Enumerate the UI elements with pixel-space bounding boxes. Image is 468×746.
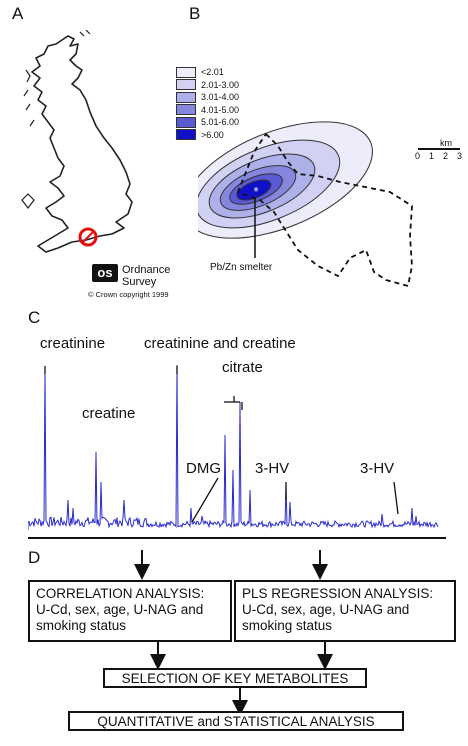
- scale-tick-label: 2: [443, 151, 449, 161]
- os-name-line2: Survey: [122, 276, 157, 288]
- legend-swatch: [176, 79, 196, 91]
- legend-label: 4.01-5.00: [201, 104, 240, 115]
- legend-swatch: [176, 66, 196, 78]
- label-dmg: DMG: [186, 460, 221, 477]
- panel-a-letter: A: [12, 4, 24, 23]
- scale-bar: [418, 148, 460, 150]
- legend-label: 5.01-6.00: [201, 117, 240, 128]
- scale-tick-label: 3: [457, 151, 463, 161]
- label-3hv-1: 3-HV: [255, 460, 290, 477]
- peak-pointer-line: [393, 481, 399, 515]
- great-britain-outline: [31, 35, 133, 253]
- panel-d-letter: D: [28, 548, 41, 567]
- legend-label: 3.01-4.00: [201, 92, 240, 103]
- legend-swatch: [176, 116, 196, 128]
- legend-row: 3.01-4.00: [176, 91, 239, 104]
- smelter-marker: *: [253, 184, 258, 199]
- legend-row: <2.01: [176, 66, 239, 79]
- pls-line-3: smoking status: [242, 618, 333, 633]
- label-creatinine-and-creatine: creatinine and creatine: [144, 335, 296, 352]
- label-creatinine: creatinine: [40, 335, 106, 352]
- legend-swatch: [176, 104, 196, 116]
- correlation-analysis-box: CORRELATION ANALYSIS: U-Cd, sex, age, U-…: [28, 580, 232, 642]
- selection-box: SELECTION OF KEY METABOLITES: [103, 668, 367, 688]
- legend-row: 5.01-6.00: [176, 116, 239, 129]
- scale-unit: km: [440, 138, 452, 148]
- legend-row: >6.00: [176, 129, 239, 142]
- label-citrate: citrate: [222, 359, 263, 376]
- legend-label: >6.00: [201, 129, 224, 140]
- city-boundary: [236, 132, 413, 288]
- pls-line-1: PLS REGRESSION ANALYSIS:: [242, 586, 434, 601]
- correlation-line-3: smoking status: [36, 618, 127, 633]
- smelter-label: Pb/Zn smelter: [210, 262, 273, 273]
- islands: [21, 30, 91, 209]
- label-creatine: creatine: [82, 405, 136, 422]
- legend-swatch: [176, 129, 196, 141]
- legend-row: 4.01-5.00: [176, 104, 239, 117]
- quantitative-analysis-box: QUANTITATIVE and STATISTICAL ANALYSIS: [68, 711, 404, 731]
- scale-tick-label: 0: [415, 151, 421, 161]
- scale-tick-label: 1: [429, 151, 435, 161]
- pls-line-2: U-Cd, sex, age, U-NAG and: [242, 602, 410, 617]
- nmr-spectrum: [28, 364, 446, 539]
- legend-swatch: [176, 91, 196, 103]
- contour-map: *: [198, 121, 413, 288]
- panel-c-letter: C: [28, 308, 41, 327]
- label-3hv-2: 3-HV: [360, 460, 395, 477]
- os-name-line1: Ordnance: [122, 264, 171, 276]
- spectrum-trace: [28, 364, 439, 530]
- correlation-line-2: U-Cd, sex, age, U-NAG and: [36, 602, 204, 617]
- correlation-line-1: CORRELATION ANALYSIS:: [36, 586, 205, 601]
- copyright-text: © Crown copyright 1999: [88, 290, 169, 299]
- legend-label: <2.01: [201, 67, 224, 78]
- smelter-location-marker: [78, 227, 98, 247]
- panel-b-letter: B: [189, 4, 201, 23]
- legend: <2.01 2.01-3.00 3.01-4.00 4.01-5.00 5.01-6.0…: [176, 66, 239, 141]
- legend-row: 2.01-3.00: [176, 79, 239, 92]
- great-britain-map: [21, 30, 133, 253]
- pls-regression-box: PLS REGRESSION ANALYSIS: U-Cd, sex, age,…: [234, 580, 456, 642]
- flow-arrows: [134, 550, 333, 716]
- peak-pointer-line: [191, 477, 219, 523]
- legend-label: 2.01-3.00: [201, 79, 240, 90]
- os-logo: os: [92, 264, 118, 282]
